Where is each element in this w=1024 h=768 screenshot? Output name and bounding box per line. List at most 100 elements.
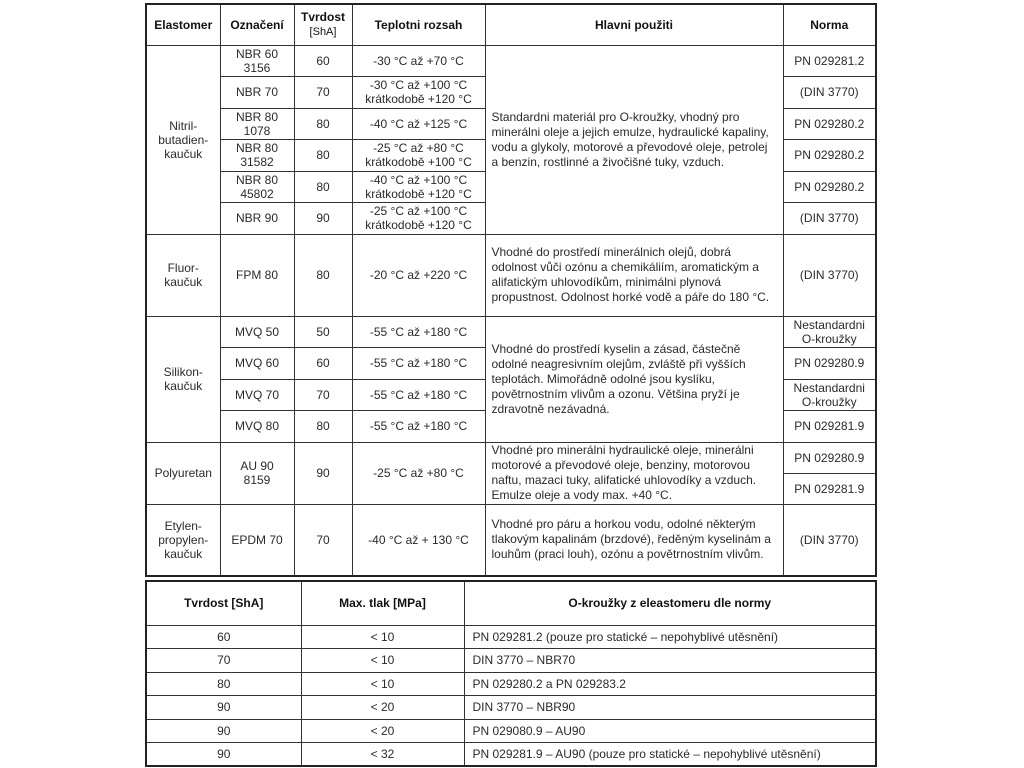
designation-cell: AU 90 8159 <box>219 441 295 505</box>
use-cell: Vhodné pro minerálni hydraulické oleje, … <box>484 441 784 505</box>
table-row: Etylen- propylen- kaučuk EPDM 70 70 -40 °C … <box>145 503 877 577</box>
temperature-cell: -55 °C až +180 °C <box>351 410 486 443</box>
elastomer-cell: Fluor- kaučuk <box>145 233 221 317</box>
norm-cell: PN 029280.2 <box>782 107 877 140</box>
header-hardness-label: Tvrdost <box>300 10 345 25</box>
table-row: Silikon- kaučuk MVQ 50 50 -55 °C až +180 °C… <box>145 315 877 443</box>
norm-cell: PN 029280.2 <box>782 170 877 203</box>
hardness-cell: 80 <box>293 410 353 443</box>
norm-cell: PN 029281.9 – AU90 (pouze pro statické –… <box>463 742 877 767</box>
table-row: 90 < 20 DIN 3770 – NBR90 <box>145 695 877 720</box>
table-row: Nitril- butadien- kaučuk NBR 60 3156 60 -30… <box>145 44 877 235</box>
hardness-cell: 90 <box>145 742 302 767</box>
header-norm-orings: O-kroužky z eleastomeru dle normy <box>463 580 877 626</box>
max-pressure-cell: < 32 <box>300 742 465 767</box>
norm-cell: (DIN 3770) <box>782 233 877 317</box>
table-row: MVQ 80 80 -55 °C až +180 °C PN 029281.9 <box>146 410 877 443</box>
hardness-cell: 50 <box>293 315 353 348</box>
designation-cell: NBR 60 3156 <box>219 44 295 77</box>
header-temperature: Teplotni rozsah <box>351 3 486 46</box>
table-row: 90 < 32 PN 029281.9 – AU90 (pouze pro stat… <box>145 742 877 767</box>
designation-cell: NBR 80 45802 <box>219 170 295 203</box>
norm-cell: PN 029281.2 <box>782 44 877 77</box>
elastomer-cell: Silikon- kaučuk <box>145 315 221 443</box>
designation-cell: NBR 80 1078 <box>219 107 295 140</box>
temperature-cell: -55 °C až +180 °C <box>351 315 486 348</box>
norm-cell: PN 029280.2 a PN 029283.2 <box>463 671 877 696</box>
max-pressure-cell: < 10 <box>300 671 465 696</box>
hardness-cell: 70 <box>293 76 353 109</box>
max-pressure-cell: < 20 <box>300 695 465 720</box>
norm-cell: DIN 3770 – NBR70 <box>463 648 877 673</box>
hardness-cell: 80 <box>145 671 302 696</box>
use-cell: Vhodné pro páru a horkou vodu, odolné ně… <box>484 503 784 577</box>
hardness-cell: 70 <box>145 648 302 673</box>
table-row: MVQ 70 70 -55 °C až +180 °C Nestandardni O-… <box>146 378 877 411</box>
hardness-cell: 90 <box>145 695 302 720</box>
hardness-cell: 60 <box>293 347 353 380</box>
table-row: 90 < 20 PN 029080.9 – AU90 <box>145 718 877 743</box>
hardness-cell: 80 <box>293 170 353 203</box>
temperature-cell: -20 °C až +220 °C <box>351 233 486 317</box>
designation-cell: MVQ 50 <box>219 315 295 348</box>
hardness-cell: 70 <box>293 503 353 577</box>
table-row: NBR 80 1078 80 -40 °C až +125 °C PN 029280.… <box>146 107 877 140</box>
elastomer-properties-table: Elastomer Označení Tvrdost [ShA] Teplotni… <box>145 3 877 577</box>
hardness-cell: 70 <box>293 378 353 411</box>
hardness-cell: 80 <box>293 107 353 140</box>
temperature-cell: -40 °C až +125 °C <box>351 107 486 140</box>
use-cell: Vhodné do prostředí kyselin a zásad, čás… <box>484 315 784 443</box>
temperature-cell: -40 °C až + 130 °C <box>351 503 486 577</box>
norm-cell: PN 029281.9 <box>782 472 877 505</box>
designation-cell: NBR 70 <box>219 76 295 109</box>
hardness-cell: 90 <box>145 718 302 743</box>
norm-cell: PN 029080.9 – AU90 <box>463 718 877 743</box>
hardness-cell: 60 <box>293 44 353 77</box>
temperature-cell: -55 °C až +180 °C <box>351 347 486 380</box>
header-max-pressure: Max. tlak [MPa] <box>300 580 465 626</box>
norm-cell: PN 029280.2 <box>782 139 877 172</box>
elastomer-cell: Nitril- butadien- kaučuk <box>145 44 221 235</box>
temperature-cell: -25 °C až +100 °C krátkodobě +120 °C <box>351 202 486 235</box>
designation-cell: MVQ 60 <box>219 347 295 380</box>
table-row: 70 < 10 DIN 3770 – NBR70 <box>145 648 877 673</box>
header-hardness: Tvrdost [ShA] <box>145 580 302 626</box>
designation-cell: MVQ 70 <box>219 378 295 411</box>
designation-cell: EPDM 70 <box>219 503 295 577</box>
table-row: NBR 90 90 -25 °C až +100 °C krátkodobě +12… <box>146 202 877 235</box>
max-pressure-cell: < 20 <box>300 718 465 743</box>
hardness-cell: 90 <box>293 202 353 235</box>
header-hardness: Tvrdost [ShA] <box>293 3 353 46</box>
header-use: Hlavni použiti <box>484 3 784 46</box>
hardness-cell: 80 <box>293 233 353 317</box>
designation-cell: MVQ 80 <box>219 410 295 443</box>
header-elastomer: Elastomer <box>145 3 221 46</box>
norm-cell: (DIN 3770) <box>782 503 877 577</box>
norm-cell: Nestandardni O-kroužky <box>782 315 877 348</box>
designation-cell: NBR 80 31582 <box>219 139 295 172</box>
designation-cell: NBR 90 <box>219 202 295 235</box>
norm-cell: PN 029281.9 <box>782 410 877 443</box>
table-row: NBR 80 45802 80 -40 °C až +100 °C krátkodo… <box>146 170 877 203</box>
table-row: NBR 70 70 -30 °C až +100 °C krátkodobě +12… <box>146 76 877 109</box>
pressure-table: Tvrdost [ShA] Max. tlak [MPa] O-kroužky … <box>145 580 877 767</box>
hardness-cell: 60 <box>145 624 302 649</box>
table-row: Polyuretan AU 90 8159 90 -25 °C až +80 °C Vh… <box>145 441 877 505</box>
temperature-cell: -55 °C až +180 °C <box>351 378 486 411</box>
max-pressure-cell: < 10 <box>300 648 465 673</box>
norm-cell: Nestandardni O-kroužky <box>782 378 877 411</box>
table-row: MVQ 60 60 -55 °C až +180 °C PN 029280.9 <box>146 347 877 380</box>
norm-cell: PN 029280.9 <box>782 441 877 474</box>
norm-cell: PN 029280.9 <box>782 347 877 380</box>
table-row: NBR 80 31582 80 -25 °C až +80 °C krátkodob… <box>146 139 877 172</box>
table-header-row: Tvrdost [ShA] Max. tlak [MPa] O-kroužky … <box>145 580 877 626</box>
norm-cell: PN 029281.2 (pouze pro statické – nepohy… <box>463 624 877 649</box>
header-norm: Norma <box>782 3 877 46</box>
temperature-cell: -25 °C až +80 °C krátkodobě +100 °C <box>351 139 486 172</box>
temperature-cell: -40 °C až +100 °C krátkodobě +120 °C <box>351 170 486 203</box>
table-row: 80 < 10 PN 029280.2 a PN 029283.2 <box>145 671 877 696</box>
table-header-row: Elastomer Označení Tvrdost [ShA] Teplotni… <box>145 3 877 46</box>
temperature-cell: -30 °C až +70 °C <box>351 44 486 77</box>
temperature-cell: -25 °C až +80 °C <box>351 441 486 505</box>
hardness-cell: 90 <box>293 441 353 505</box>
